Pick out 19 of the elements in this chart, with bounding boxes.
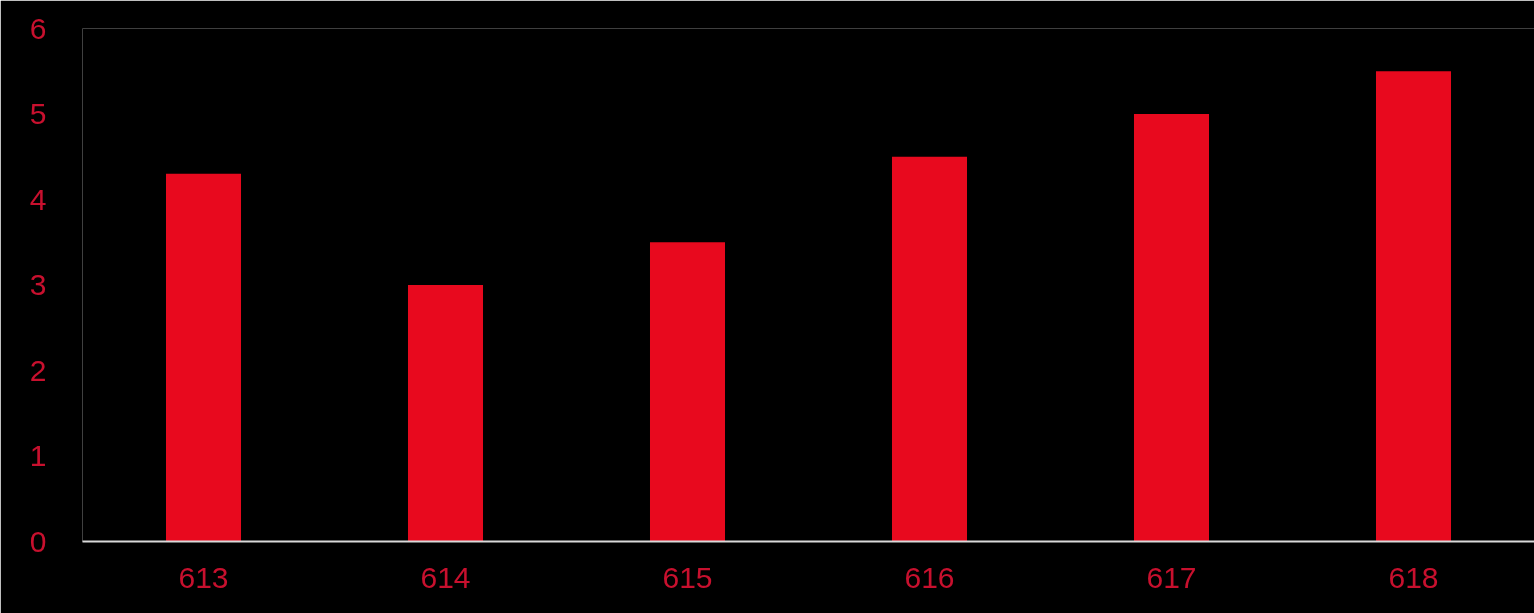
y-tick-label: 5	[29, 97, 47, 130]
x-tick-label: 616	[904, 560, 955, 594]
y-tick-label: 0	[29, 524, 47, 558]
y-tick-label: 4	[29, 182, 47, 216]
bar	[1375, 71, 1452, 542]
y-tick-label: 3	[29, 268, 47, 301]
y-tick-label: 1	[29, 439, 47, 472]
bar	[407, 285, 484, 542]
x-tick-label: 615	[662, 560, 713, 594]
x-tick-label: 618	[1388, 560, 1439, 594]
x-tick-label: 613	[178, 560, 229, 594]
x-tick-label: 614	[420, 560, 471, 594]
x-tick-label: 617	[1146, 560, 1197, 594]
bar	[1133, 114, 1210, 542]
y-tick-label: 6	[29, 11, 47, 45]
bar	[649, 242, 726, 542]
y-tick-label: 2	[29, 353, 47, 387]
bar	[891, 156, 968, 542]
bar	[165, 173, 242, 542]
